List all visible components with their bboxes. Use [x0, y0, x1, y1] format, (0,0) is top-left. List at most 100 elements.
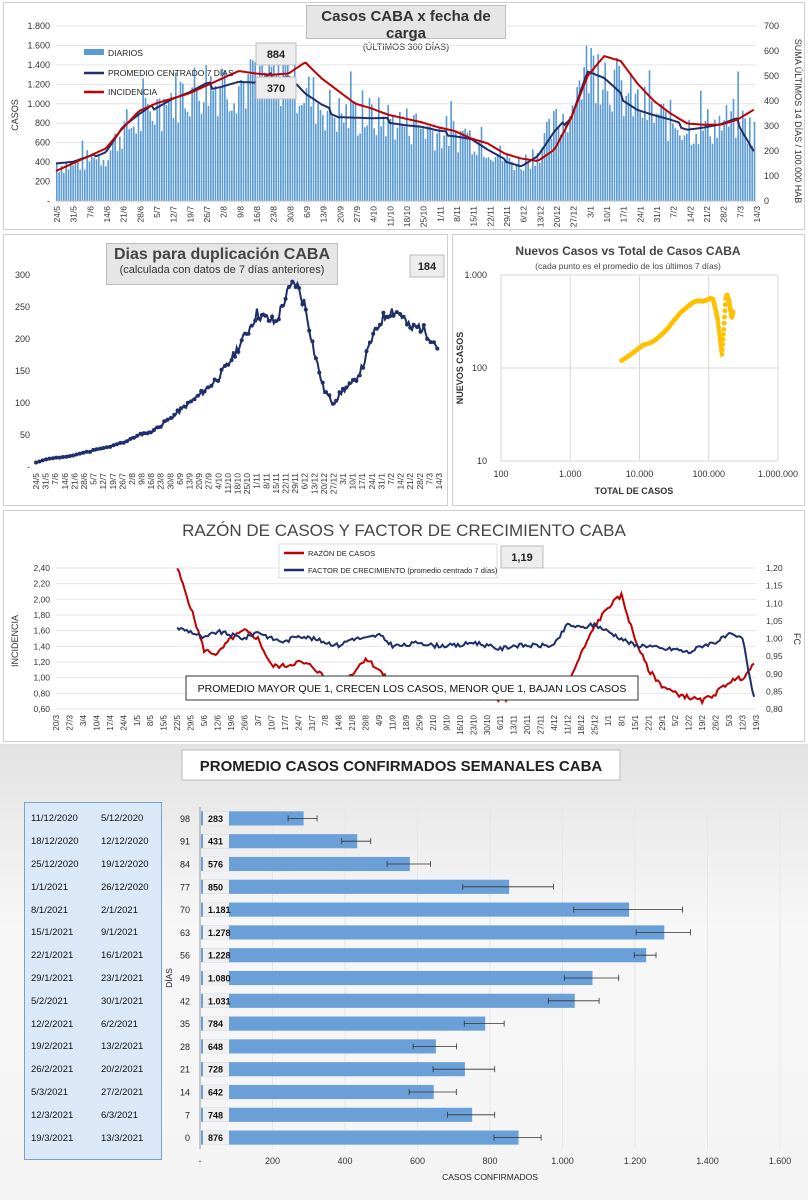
daily-cases-bar — [88, 161, 91, 201]
value-label-box — [203, 1085, 229, 1099]
daily-cases-bar — [256, 86, 259, 201]
daily-cases-bar — [112, 142, 114, 201]
doubling-point — [330, 401, 335, 406]
y-tick-label: 1,60 — [33, 626, 50, 636]
y-axis-title: CASOS — [10, 99, 20, 131]
doubling-point — [57, 455, 62, 460]
week-start-date: 13/2/2021 — [101, 1041, 144, 1053]
doubling-point — [270, 314, 275, 319]
doubling-point — [253, 318, 258, 323]
daily-cases-bar — [261, 49, 263, 201]
week-start-date: 26/12/2020 — [101, 881, 149, 893]
daily-cases-bar — [298, 105, 301, 201]
week-date-row: 22/1/2021 16/1/2021 — [25, 950, 163, 966]
week-date-row: 8/1/2021 2/1/2021 — [25, 905, 163, 921]
daily-cases-bar — [728, 126, 730, 201]
daily-cases-bar — [424, 138, 427, 201]
doubling-point — [77, 451, 82, 456]
value-label: 576 — [208, 860, 223, 870]
doubling-point — [64, 454, 69, 459]
daily-cases-bar — [543, 133, 546, 201]
x-tick-label: 13/12 — [309, 473, 319, 495]
x-tick-label: 21/8 — [348, 714, 357, 730]
week-end-date: 11/12/2020 — [31, 813, 78, 825]
daily-cases-bar — [585, 45, 588, 201]
doubling-point — [219, 367, 224, 372]
daily-cases-bar — [749, 117, 751, 201]
doubling-point — [243, 331, 248, 336]
daily-cases-bar — [651, 101, 653, 201]
doubling-point — [222, 364, 227, 368]
doubling-point — [364, 349, 369, 354]
doubling-point — [340, 386, 345, 391]
daily-cases-bar — [597, 54, 599, 201]
daily-cases-bar — [366, 125, 368, 201]
scatter-point — [712, 304, 718, 310]
category-label: 70 — [180, 905, 190, 915]
doubling-point — [189, 399, 194, 404]
incidence-line — [55, 54, 755, 172]
x-tick-label: 18/10 — [402, 206, 412, 228]
daily-cases-bar — [702, 130, 704, 201]
x-tick-label: 19/6 — [227, 714, 236, 730]
daily-cases-bar — [268, 46, 270, 201]
daily-cases-bar — [378, 97, 380, 201]
daily-cases-bar — [625, 95, 627, 201]
y-tick-label: 100 — [472, 363, 487, 373]
daily-cases-bar — [100, 165, 102, 201]
daily-cases-bar — [623, 116, 625, 201]
weekly-bar — [201, 1016, 486, 1031]
daily-cases-bar — [751, 145, 753, 201]
daily-cases-bar — [249, 59, 252, 202]
x-tick-label: 28/2 — [415, 473, 425, 490]
value-label: 1.278 — [208, 928, 231, 938]
daily-cases-bar — [140, 131, 142, 201]
scatter-point — [720, 342, 726, 347]
doubling-point — [91, 447, 96, 452]
x-tick-label: 1.400 — [696, 1156, 719, 1166]
x-tick-label: 31/1 — [376, 473, 386, 490]
daily-cases-bar — [494, 157, 497, 201]
y-tick-label: 400 — [35, 157, 50, 167]
x-tick-label: 31/1 — [652, 206, 662, 223]
x-tick-label: 28/2 — [719, 206, 729, 223]
daily-cases-bar — [730, 111, 732, 201]
y-tick-label: 800 — [35, 118, 50, 128]
value-label-box — [203, 1016, 229, 1031]
doubling-point — [145, 431, 150, 436]
daily-cases-bar — [697, 144, 700, 201]
doubling-point — [273, 319, 278, 324]
daily-cases-bar — [175, 72, 177, 201]
daily-cases-bar — [399, 111, 401, 201]
doubling-point — [300, 302, 305, 307]
new-vs-total-svg: Nuevos Casos vs Total de Casos CABA (cada… — [455, 244, 798, 496]
x-tick-label: 26/2 — [712, 714, 721, 730]
daily-cases-bar — [616, 57, 618, 201]
doubling-point — [168, 416, 173, 420]
x-tick-label: 28/6 — [135, 206, 145, 223]
y-tick-label: - — [47, 196, 50, 206]
x-tick-label: 24/5 — [52, 206, 62, 223]
x-tick-label: 8/11 — [452, 206, 462, 222]
x-tick-label: 7/3 — [424, 473, 434, 485]
y2-tick-label: 1,10 — [766, 598, 783, 608]
value-label-box — [203, 902, 229, 917]
doubling-point — [202, 389, 207, 394]
y2-tick-label: 100 — [764, 171, 779, 181]
daily-cases-bar — [483, 156, 485, 201]
daily-cases-bar — [67, 169, 70, 201]
daily-cases-bar — [240, 79, 242, 201]
daily-cases-bar — [604, 62, 606, 201]
daily-cases-bar — [581, 99, 583, 201]
week-end-date: 12/2/2021 — [31, 1018, 74, 1030]
value-label: 1.228 — [208, 951, 231, 961]
value-label-box — [203, 971, 229, 985]
doubling-point — [67, 454, 72, 459]
x-tick-label: 29/11 — [502, 206, 512, 227]
doubling-point — [175, 408, 180, 413]
x-tick-label: 19/3 — [752, 714, 761, 730]
category-label: 63 — [180, 928, 190, 938]
daily-cases-bar — [476, 154, 478, 201]
x-tick-label: 9/8 — [235, 206, 245, 218]
